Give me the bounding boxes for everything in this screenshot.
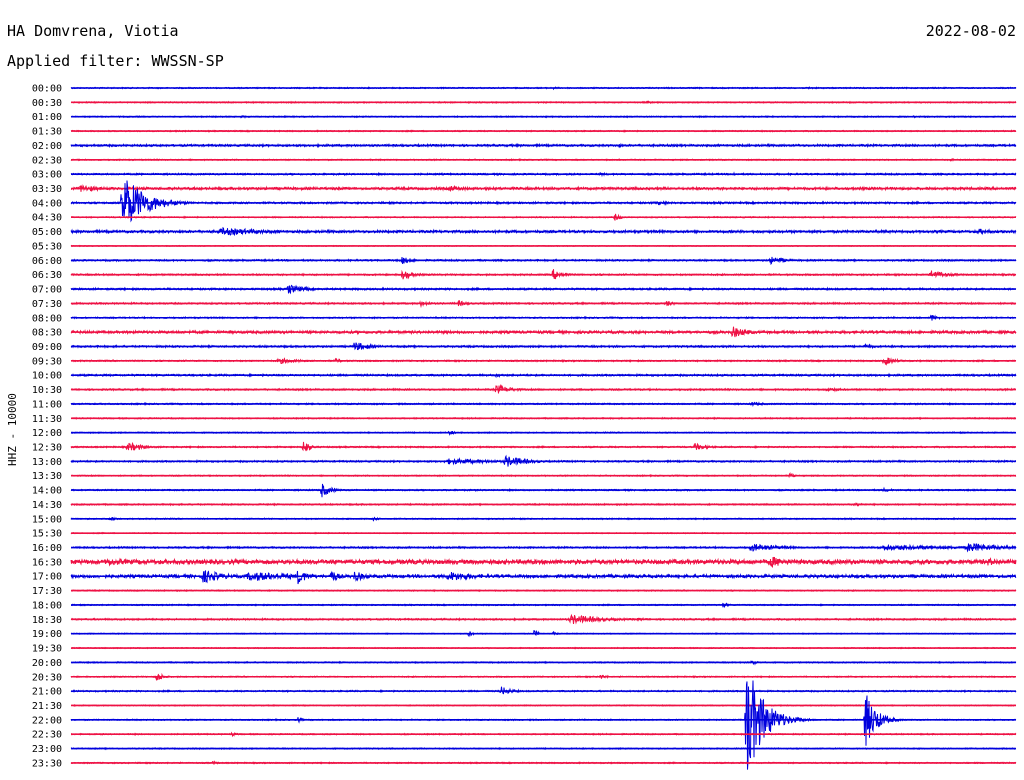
- time-tick-label: 20:00: [32, 658, 62, 669]
- time-tick-label: 08:00: [32, 313, 62, 324]
- time-tick-label: 00:30: [32, 98, 62, 109]
- time-tick-label: 00:00: [32, 84, 62, 95]
- time-tick-label: 01:30: [32, 127, 62, 138]
- filter-label: Applied filter: WWSSN-SP: [7, 52, 224, 70]
- time-tick-label: 14:30: [32, 500, 62, 511]
- seismic-trace: [70, 686, 1017, 695]
- time-tick-label: 11:00: [32, 399, 62, 410]
- time-tick-label: 04:30: [32, 213, 62, 224]
- time-tick-label: 15:30: [32, 529, 62, 540]
- time-tick-label: 15:00: [32, 514, 62, 525]
- station-title: HA Domvrena, Viotia: [7, 22, 179, 40]
- time-tick-label: 11:30: [32, 414, 62, 425]
- time-tick-label: 21:30: [32, 701, 62, 712]
- time-tick-label: 08:30: [32, 328, 62, 339]
- time-tick-label: 12:00: [32, 428, 62, 439]
- time-tick-label: 05:30: [32, 241, 62, 252]
- time-tick-label: 07:30: [32, 299, 62, 310]
- seismic-trace: [70, 556, 1017, 568]
- date-label: 2022-08-02: [925, 22, 1016, 40]
- time-tick-label: 19:30: [32, 644, 62, 655]
- time-tick-label: 18:00: [32, 600, 62, 611]
- time-tick-label: 16:30: [32, 557, 62, 568]
- time-tick-label: 10:00: [32, 371, 62, 382]
- time-tick-label: 12:30: [32, 443, 62, 454]
- time-tick-label: 14:00: [32, 486, 62, 497]
- time-tick-label: 22:00: [32, 715, 62, 726]
- time-tick-label: 01:00: [32, 112, 62, 123]
- time-tick-label: 19:00: [32, 629, 62, 640]
- time-tick-label: 13:00: [32, 457, 62, 468]
- time-tick-label: 02:00: [32, 141, 62, 152]
- time-tick-label: 20:30: [32, 672, 62, 683]
- time-tick-label: 06:30: [32, 270, 62, 281]
- time-tick-label: 04:00: [32, 198, 62, 209]
- time-tick-label: 18:30: [32, 615, 62, 626]
- time-tick-label: 02:30: [32, 155, 62, 166]
- time-tick-label: 23:00: [32, 744, 62, 755]
- time-tick-label: 16:00: [32, 543, 62, 554]
- time-tick-label: 13:30: [32, 471, 62, 482]
- time-tick-label: 09:30: [32, 356, 62, 367]
- time-tick-label: 17:00: [32, 572, 62, 583]
- time-tick-label: 22:30: [32, 730, 62, 741]
- time-tick-label: 17:30: [32, 586, 62, 597]
- time-tick-label: 21:00: [32, 687, 62, 698]
- time-tick-label: 03:30: [32, 184, 62, 195]
- time-tick-label: 23:30: [32, 758, 62, 769]
- time-tick-label: 07:00: [32, 285, 62, 296]
- seismic-trace: [70, 680, 1017, 770]
- time-tick-label: 10:30: [32, 385, 62, 396]
- time-tick-label: 03:00: [32, 170, 62, 181]
- time-tick-label: 05:00: [32, 227, 62, 238]
- time-tick-label: 09:00: [32, 342, 62, 353]
- time-tick-label: 06:00: [32, 256, 62, 267]
- seismic-trace: [70, 570, 1017, 585]
